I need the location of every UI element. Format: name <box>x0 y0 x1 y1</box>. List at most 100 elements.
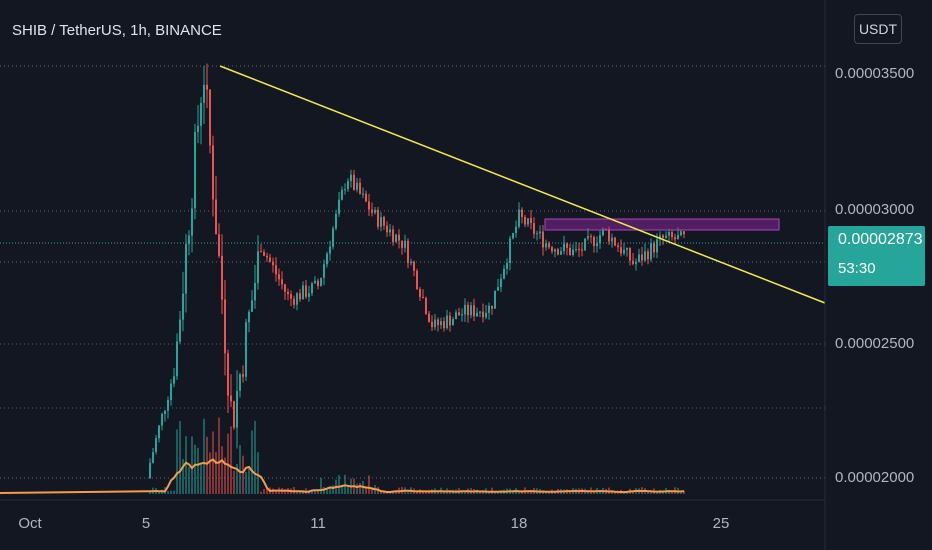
volume-bar <box>359 482 361 494</box>
candle-body <box>302 285 304 300</box>
candle-body <box>572 249 574 256</box>
volume-bar <box>341 485 343 494</box>
candle-body <box>398 234 400 241</box>
candle-body <box>383 217 385 226</box>
candle-body <box>380 217 382 227</box>
candle-body <box>158 425 160 439</box>
volume-bar <box>365 486 367 494</box>
candle-body <box>419 289 421 297</box>
candle-body <box>569 247 571 256</box>
candle-body <box>176 341 178 377</box>
candle-body <box>491 305 493 309</box>
candle-body <box>293 298 295 305</box>
volume-bar <box>170 490 172 494</box>
candle-body <box>443 321 445 329</box>
candle-body <box>554 249 556 252</box>
candle-body <box>173 376 175 384</box>
volume-bar <box>179 421 181 494</box>
candle-body <box>614 237 616 246</box>
volume-bar <box>257 452 259 494</box>
volume-bar <box>266 487 268 494</box>
candle-body <box>611 237 613 242</box>
candle-body <box>326 253 328 265</box>
volume-bar <box>191 436 193 494</box>
candle-body <box>476 312 478 317</box>
candle-body <box>581 249 583 251</box>
candle-body <box>263 251 265 256</box>
candle-body <box>170 383 172 401</box>
candle-body <box>635 261 637 264</box>
candle-body <box>218 234 220 256</box>
candle-body <box>521 209 523 217</box>
volume-bar <box>671 491 673 494</box>
volume-bar <box>185 436 187 494</box>
volume-bar <box>248 466 250 494</box>
candle-body <box>560 251 562 255</box>
candle-body <box>209 89 211 146</box>
candle-body <box>377 209 379 227</box>
candle-body <box>512 232 514 239</box>
candle-body <box>599 235 601 244</box>
volume-bar <box>326 487 328 494</box>
candle-body <box>602 228 604 236</box>
candle-body <box>413 261 415 271</box>
candle-body <box>260 251 262 253</box>
candle-body <box>434 319 436 328</box>
candle-body <box>425 297 427 314</box>
candle-body <box>197 125 199 132</box>
volume-bar <box>443 490 445 494</box>
volume-bar <box>380 491 382 494</box>
candle-body <box>266 255 268 258</box>
candle-body <box>473 305 475 317</box>
candle-body <box>347 181 349 190</box>
volume-bar <box>188 467 190 494</box>
candle-body <box>656 239 658 253</box>
candle-body <box>182 293 184 320</box>
volume-bar <box>311 489 313 494</box>
currency-button[interactable]: USDT <box>854 14 902 44</box>
volume-bar <box>233 470 235 494</box>
candle-body <box>467 304 469 316</box>
candle-body <box>428 313 430 322</box>
candle-countdown: 53:30 <box>838 260 876 277</box>
candle-body <box>497 287 499 291</box>
candle-body <box>305 285 307 297</box>
candle-body <box>605 228 607 230</box>
symbol-title[interactable]: SHIB / TetherUS, 1h, BINANCE <box>12 22 222 39</box>
candle-body <box>506 263 508 269</box>
candle-body <box>308 293 310 297</box>
volume-bar <box>236 463 238 494</box>
candle-body <box>155 438 157 453</box>
candle-body <box>407 240 409 264</box>
candle-body <box>518 209 520 227</box>
candle-body <box>224 299 226 354</box>
candle-body <box>638 254 640 262</box>
candle-body <box>185 244 187 294</box>
volume-bar <box>275 489 277 494</box>
volume-bar <box>338 475 340 494</box>
candle-body <box>608 228 610 242</box>
candle-body <box>668 232 670 236</box>
descending-trendline[interactable] <box>219 65 826 304</box>
candle-body <box>194 131 196 209</box>
volume-bar <box>332 485 334 494</box>
volume-bars <box>149 417 685 494</box>
candle-body <box>221 255 223 300</box>
candle-body <box>587 236 589 239</box>
candle-body <box>323 264 325 278</box>
candle-body <box>680 231 682 236</box>
candle-body <box>254 283 256 301</box>
candle-body <box>248 311 250 323</box>
volume-bar <box>263 488 265 494</box>
candle-body <box>278 274 280 280</box>
candle-body <box>626 248 628 250</box>
candle-body <box>365 193 367 202</box>
resistance-zone[interactable] <box>544 218 780 231</box>
candle-body <box>251 300 253 312</box>
candle-body <box>329 246 331 254</box>
volume-bar <box>542 491 544 494</box>
candle-body <box>449 315 451 326</box>
candle-body <box>488 305 490 313</box>
candle-body <box>269 257 271 262</box>
